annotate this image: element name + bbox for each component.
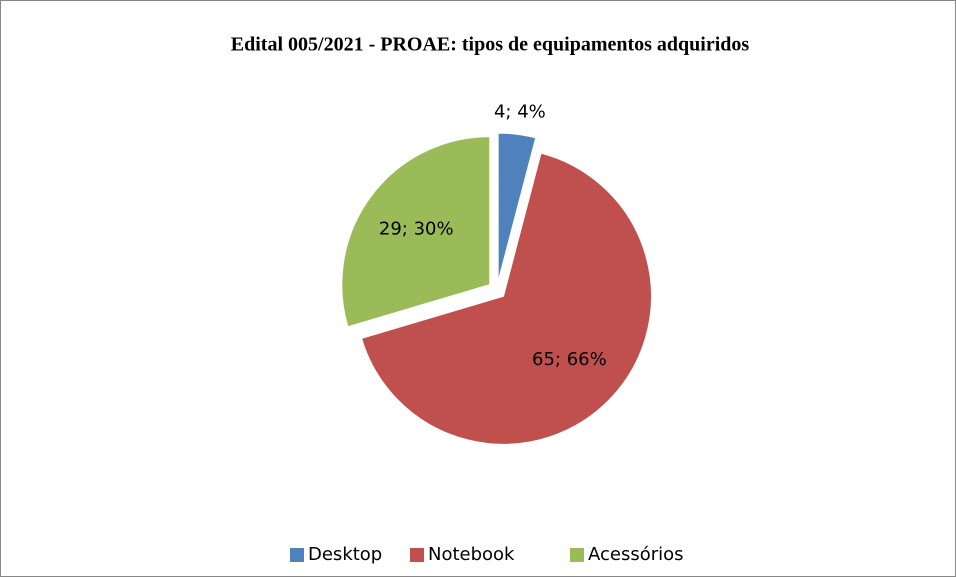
legend-label: Desktop xyxy=(308,544,382,565)
data-label: 4; 4% xyxy=(494,101,546,122)
pie-slice xyxy=(497,132,537,282)
legend-swatch xyxy=(410,548,424,562)
data-label: 29; 30% xyxy=(379,219,454,240)
legend-swatch xyxy=(570,548,584,562)
legend-label: Notebook xyxy=(428,544,515,565)
data-label: 65; 66% xyxy=(532,349,607,370)
legend-label: Acessórios xyxy=(588,544,684,565)
pie-slice xyxy=(341,136,491,328)
legend-swatch xyxy=(290,548,304,562)
chart-title: Edital 005/2021 - PROAE: tipos de equipa… xyxy=(231,34,750,56)
pie-slice xyxy=(360,152,652,445)
